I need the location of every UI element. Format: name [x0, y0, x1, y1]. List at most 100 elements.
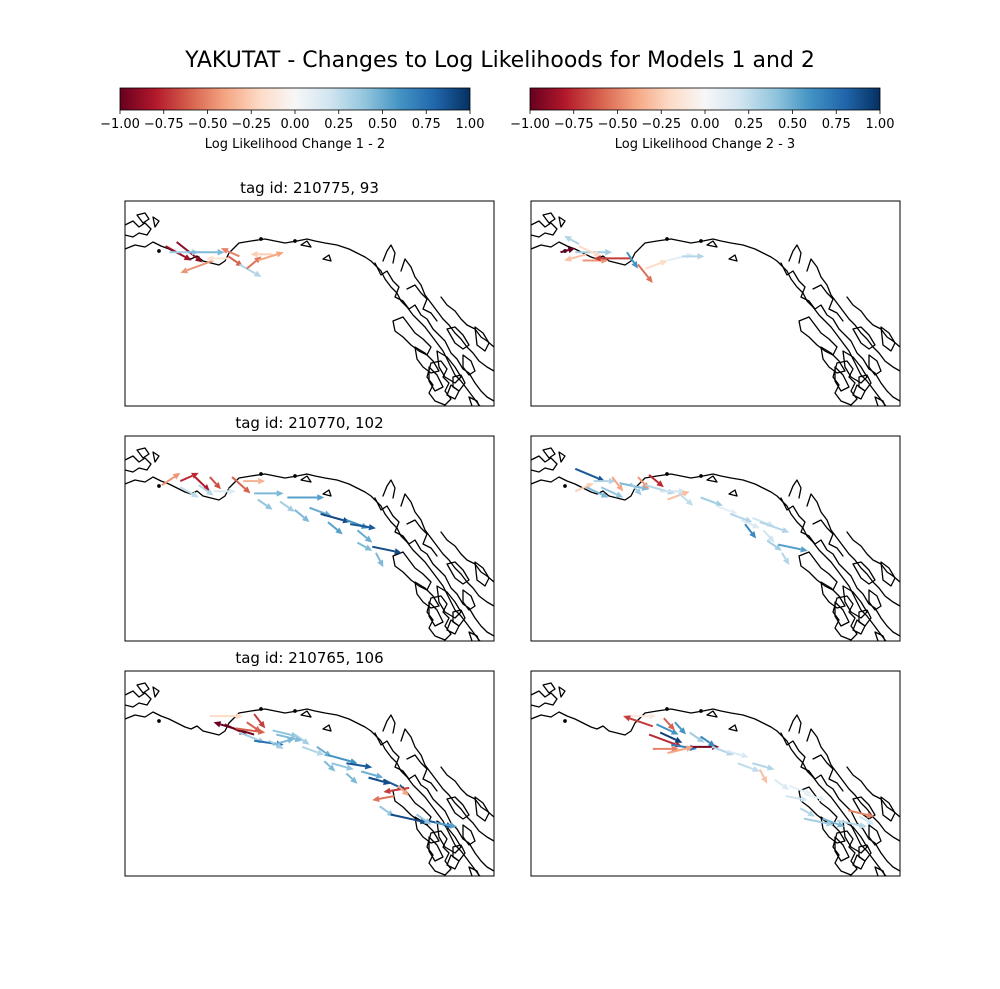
colorbar-1: −1.00 −0.75 −0.50 −0.25 0.00 0.25 0.50 0.75 1.00… — [100, 87, 485, 152]
movement-arrow — [785, 795, 808, 803]
colorbar-tick-label: 0.75 — [822, 117, 851, 132]
panel-title: tag id: 210765, 106 — [235, 649, 383, 667]
movement-arrow — [294, 509, 310, 523]
movement-arrow — [726, 749, 749, 759]
panel-map-area — [125, 447, 494, 641]
movement-arrow — [246, 721, 262, 733]
colorbar-tick-label: 1.00 — [456, 117, 485, 132]
colorbar-gradient — [119, 87, 471, 111]
colorbar-tick-label: 0.50 — [368, 117, 397, 132]
movement-arrow — [372, 795, 395, 803]
movement-arrow — [700, 735, 716, 747]
movement-arrow — [737, 762, 760, 773]
movement-arrow — [176, 241, 203, 263]
movement-arrow — [294, 733, 310, 745]
map-panel-row3-left: tag id: 210765, 106 — [124, 649, 495, 877]
panel-map-area — [531, 682, 900, 876]
movement-arrow — [372, 545, 402, 555]
movement-arrow — [848, 809, 875, 819]
movement-arrow — [574, 483, 594, 493]
colorbar-label: Log Likelihood Change 1 - 2 — [205, 137, 385, 152]
colorbar-tick-label: 0.25 — [734, 117, 763, 132]
movement-arrow — [349, 523, 376, 531]
panel-map-area — [531, 212, 900, 406]
movement-arrow — [209, 476, 221, 490]
colorbar-tick-label: 0.75 — [412, 117, 441, 132]
panel-frame — [124, 435, 495, 642]
movement-arrow — [243, 477, 266, 485]
movement-arrow — [729, 512, 753, 523]
colorbar-label: Log Likelihood Change 2 - 3 — [615, 137, 795, 152]
movement-arrow — [327, 521, 343, 535]
movement-arrow — [254, 490, 284, 497]
panel-frame — [530, 200, 901, 407]
panel-title: tag id: 210770, 102 — [235, 414, 383, 432]
coastline — [125, 447, 494, 641]
map-panel-row2-right — [530, 435, 901, 642]
movement-arrow — [165, 245, 192, 261]
movement-arrow — [778, 543, 808, 553]
movement-arrow — [180, 259, 214, 274]
movement-arrow — [231, 476, 251, 494]
movement-arrow — [194, 476, 210, 492]
colorbar-tick-label: −0.25 — [641, 117, 681, 132]
movement-arrow — [822, 817, 845, 828]
colorbar-tick-label: 0.00 — [281, 117, 310, 132]
colorbar-tick-label: 1.00 — [866, 117, 895, 132]
movement-arrow — [682, 253, 705, 260]
movement-arrow — [327, 754, 358, 765]
colorbar-tick-label: −0.75 — [144, 117, 184, 132]
movement-arrow — [383, 786, 410, 795]
movement-arrow — [758, 768, 768, 784]
movement-arrow — [246, 256, 262, 270]
movement-arrow — [629, 482, 642, 496]
movement-arrow — [179, 486, 199, 498]
movement-arrow — [645, 259, 668, 270]
movement-arrow — [564, 235, 580, 245]
movement-arrow — [611, 476, 624, 492]
movement-arrow — [415, 813, 432, 825]
movement-arrow — [206, 255, 229, 262]
coastline — [531, 682, 900, 876]
panel-map-area — [125, 212, 494, 406]
colorbar-tick-label: −0.50 — [188, 117, 228, 132]
colorbar-tick-label: −0.50 — [598, 117, 638, 132]
movement-arrow — [187, 249, 225, 256]
movement-arrow — [799, 807, 816, 817]
movement-arrow — [645, 484, 675, 495]
coastline — [531, 212, 900, 406]
movement-arrow — [803, 817, 834, 827]
colorbar-tick-label: −1.00 — [510, 117, 550, 132]
movement-arrow — [213, 488, 236, 495]
movement-arrow — [663, 717, 675, 731]
panels: tag id: 210775, 93 tag id: 210770, 102 tag… — [124, 179, 901, 877]
movement-arrow — [674, 721, 686, 735]
movement-arrow — [762, 529, 775, 543]
colorbar-tick-label: 0.50 — [778, 117, 807, 132]
panel-map-area — [125, 682, 494, 876]
coastline — [125, 682, 494, 876]
movement-arrow — [397, 785, 410, 797]
colorbar-2: −1.00 −0.75 −0.50 −0.25 0.00 0.25 0.50 0.75 1.00… — [510, 87, 895, 152]
movement-arrow — [637, 263, 653, 283]
movement-arrow — [781, 552, 790, 566]
figure-title: YAKUTAT - Changes to Log Likelihoods for… — [184, 48, 815, 73]
movement-arrow — [356, 529, 373, 543]
movement-arrow — [593, 477, 616, 485]
map-panel-row1-right — [530, 200, 901, 407]
map-panel-row2-left: tag id: 210770, 102 — [124, 414, 495, 642]
movement-arrow — [434, 821, 458, 829]
movement-arrow — [667, 745, 694, 754]
movement-arrow — [279, 500, 295, 512]
movement-arrow — [803, 793, 827, 802]
movement-arrow — [626, 251, 639, 269]
movement-arrow — [700, 496, 723, 507]
coastline — [531, 447, 900, 641]
movement-arrow — [656, 723, 679, 735]
movement-arrow — [766, 539, 782, 551]
movement-arrow — [356, 541, 373, 551]
panel-frame — [530, 670, 901, 877]
movement-arrow — [560, 246, 576, 254]
movement-arrow — [652, 745, 679, 753]
